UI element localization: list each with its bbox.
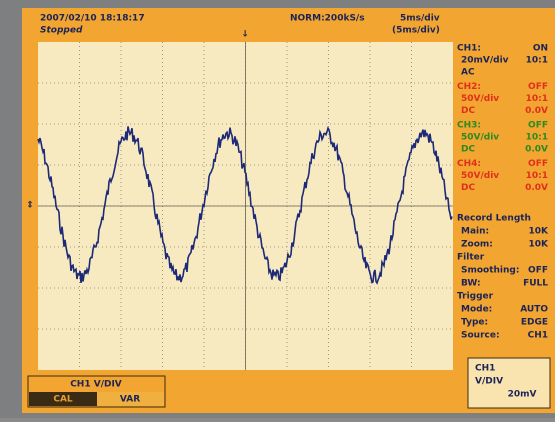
channel-probe: 10:1 <box>526 94 548 104</box>
channel-scale: 50V/div <box>461 171 499 181</box>
section-title: Trigger <box>457 292 494 302</box>
channel-offset: 0.0V <box>525 183 548 193</box>
softkey-option: CAL <box>53 395 73 405</box>
setting-value: EDGE <box>521 318 548 328</box>
channel-probe: 10:1 <box>526 56 548 66</box>
status: Stopped <box>40 26 83 36</box>
channel-offset: 0.0V <box>525 145 548 155</box>
setting-value: CH1 <box>528 331 548 341</box>
channel-name: CH3: <box>457 121 481 131</box>
channel-state: OFF <box>528 82 548 92</box>
channel-probe: 10:1 <box>526 133 548 143</box>
trigger-marker: ↓ <box>241 30 249 40</box>
section-title: Record Length <box>457 214 531 224</box>
channel-state: OFF <box>528 159 548 169</box>
channel-probe: 10:1 <box>526 171 548 181</box>
setting-value: OFF <box>528 266 548 276</box>
readout-line: 20mV <box>508 390 537 400</box>
channel-coupling: DC <box>461 145 475 155</box>
setting-value: 10K <box>529 227 550 237</box>
timestamp: 2007/02/10 18:18:17 <box>40 14 145 24</box>
page: ⇕ ↓ 2007/02/10 18:18:17 Stopped NORM:200… <box>0 0 555 418</box>
channel-name: CH2: <box>457 82 481 92</box>
softkey-title: CH1 V/DIV <box>70 380 122 390</box>
sample-rate: NORM:200kS/s <box>290 14 365 24</box>
channel-coupling: AC <box>461 68 475 78</box>
channel-scale: 50V/div <box>461 94 499 104</box>
setting-label: Main: <box>461 227 489 237</box>
setting-value: AUTO <box>520 305 548 315</box>
setting-label: Mode: <box>461 305 492 315</box>
setting-label: Zoom: <box>461 240 493 250</box>
section-title: Filter <box>457 253 485 263</box>
setting-label: Smoothing: <box>461 266 519 276</box>
channel-coupling: DC <box>461 106 475 116</box>
setting-label: BW: <box>461 279 481 289</box>
channel-state: ON <box>533 44 548 54</box>
setting-value: FULL <box>523 279 548 289</box>
timebase: 5ms/div <box>400 14 440 24</box>
channel-name: CH1: <box>457 44 481 54</box>
channel-state: OFF <box>528 121 548 131</box>
oscilloscope-screen: ⇕ ↓ 2007/02/10 18:18:17 Stopped NORM:200… <box>0 0 555 418</box>
timebase-zoom: (5ms/div) <box>392 26 440 36</box>
channel-coupling: DC <box>461 183 475 193</box>
softkey-option: VAR <box>120 395 140 405</box>
setting-value: 10K <box>529 240 550 250</box>
channel-scale: 20mV/div <box>461 56 509 66</box>
ground-marker: ⇕ <box>26 201 34 211</box>
channel-offset: 0.0V <box>525 106 548 116</box>
readout-line: V/DIV <box>475 377 503 387</box>
readout-line: CH1 <box>475 364 495 374</box>
setting-label: Type: <box>461 318 488 328</box>
channel-name: CH4: <box>457 159 481 169</box>
setting-label: Source: <box>461 331 500 341</box>
channel-scale: 50V/div <box>461 133 499 143</box>
